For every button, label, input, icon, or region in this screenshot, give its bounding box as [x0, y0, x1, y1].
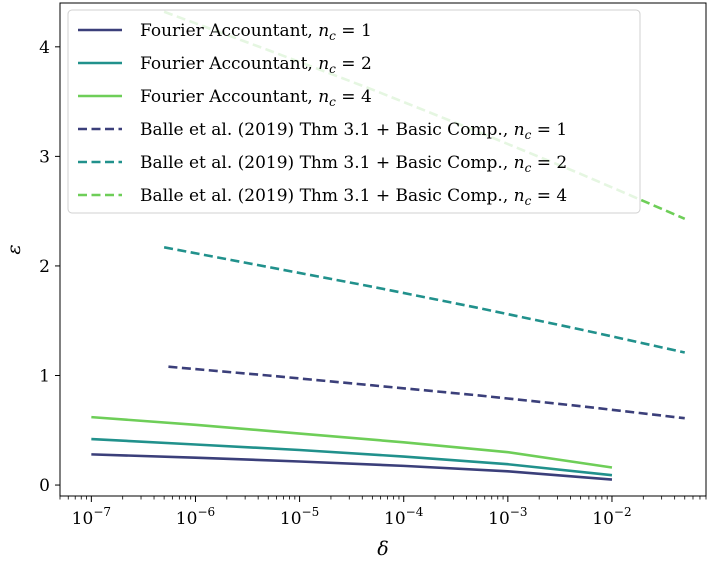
- y-axis-label: ε: [3, 244, 25, 254]
- legend-entry-4: Balle et al. (2019) Thm 3.1 + Basic Comp…: [140, 120, 567, 142]
- legend-entry-6: Balle et al. (2019) Thm 3.1 + Basic Comp…: [140, 186, 567, 208]
- legend: Fourier Accountant, nc = 1 Fourier Accoun…: [67, 9, 641, 214]
- legend-entry-5: Balle et al. (2019) Thm 3.1 + Basic Comp…: [140, 153, 567, 175]
- series-line-3: [91, 415, 613, 469]
- y-tick-label: 0: [39, 476, 50, 496]
- x-axis-label: δ: [377, 538, 388, 560]
- x-tick-label: 10−3: [488, 505, 527, 529]
- series-line-1: [91, 453, 613, 481]
- y-tick-label: 4: [39, 38, 50, 58]
- series-line-4: [168, 365, 685, 420]
- y-tick-label: 3: [39, 147, 50, 167]
- x-tick-label: 10−5: [280, 505, 319, 529]
- x-tick-label: 10−7: [72, 505, 111, 529]
- y-tick-label: 1: [39, 366, 50, 386]
- x-tick-label: 10−2: [592, 505, 631, 529]
- plot-frame: [59, 2, 707, 497]
- x-tick-label: 10−6: [176, 505, 215, 529]
- x-tick-label: 10−4: [384, 505, 424, 529]
- legend-entry-3: Fourier Accountant, nc = 4: [140, 87, 372, 109]
- legend-entry-2: Fourier Accountant, nc = 2: [140, 54, 372, 76]
- series-line-5: [163, 246, 686, 354]
- axis-ticks: 0 1 2 3 4 10−7 10−6 10−5 10−4 10−3 10−2: [39, 38, 707, 529]
- series-line-2: [91, 437, 613, 477]
- legend-box: [67, 9, 641, 214]
- legend-entry-1: Fourier Accountant, nc = 1: [140, 21, 372, 43]
- y-tick-label: 2: [39, 257, 50, 277]
